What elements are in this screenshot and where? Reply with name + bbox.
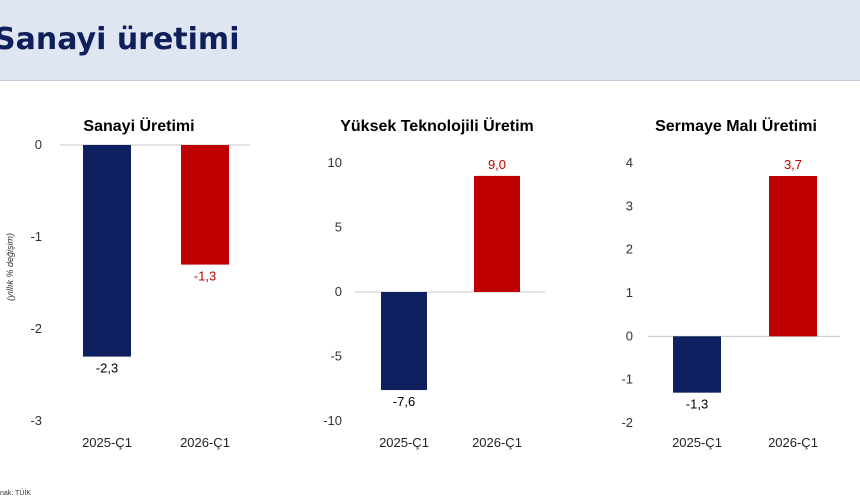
y-tick-label: -1 [30,229,42,244]
bar [474,175,520,292]
y-tick-label: -3 [30,413,42,428]
category-label: 2025-Ç1 [82,435,132,450]
y-tick-label: 3 [626,198,633,213]
bar [181,145,229,265]
y-tick-label: 0 [626,328,633,343]
y-tick-label: 5 [335,220,342,235]
chart-title: Sanayi Üretimi [83,116,194,135]
category-label: 2025-Ç1 [672,435,722,450]
bar [381,292,427,391]
data-label: 9,0 [488,157,506,172]
data-label: -7,6 [393,394,415,409]
page-title: Sanayi üretimi [0,22,240,57]
y-tick-label: -2 [621,415,633,430]
y-tick-label: 10 [328,155,342,170]
category-label: 2025-Ç1 [379,435,429,450]
y-tick-label: 0 [35,137,42,152]
y-tick-label: -2 [30,321,42,336]
source-note: nak: TÜİK [0,490,31,497]
y-tick-label: -1 [621,372,633,387]
data-label: 3,7 [784,157,802,172]
y-tick-label: -10 [323,413,342,428]
category-label: 2026-Ç1 [180,435,230,450]
y-tick-label: 1 [626,285,633,300]
category-label: 2026-Ç1 [472,435,522,450]
chart-title: Yüksek Teknolojili Üretim [340,116,534,135]
y-tick-label: -5 [330,349,342,364]
bar [769,176,817,337]
y-tick-label: 2 [626,242,633,257]
data-label: -2,3 [96,361,118,376]
data-label: -1,3 [194,269,216,284]
category-label: 2026-Ç1 [768,435,818,450]
data-label: -1,3 [686,397,708,412]
page-header: Sanayi üretimi [0,0,860,81]
y-tick-label: 4 [626,155,633,170]
bar [673,336,721,393]
chart-title: Sermaye Malı Üretimi [655,116,817,135]
y-tick-label: 0 [335,284,342,299]
bar [83,145,131,357]
